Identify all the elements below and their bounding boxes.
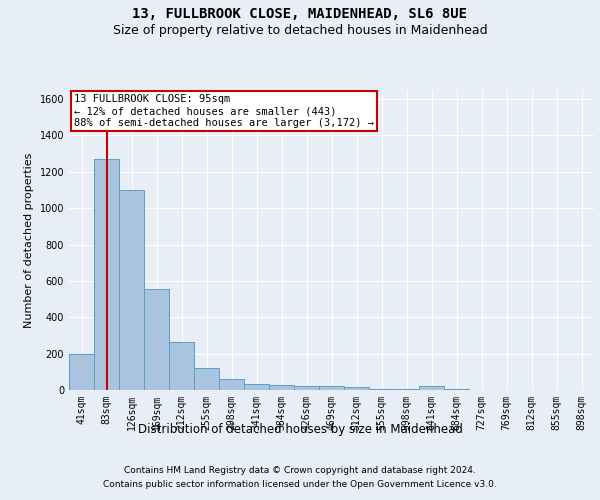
Text: 13, FULLBROOK CLOSE, MAIDENHEAD, SL6 8UE: 13, FULLBROOK CLOSE, MAIDENHEAD, SL6 8UE — [133, 8, 467, 22]
Text: 13 FULLBROOK CLOSE: 95sqm
← 12% of detached houses are smaller (443)
88% of semi: 13 FULLBROOK CLOSE: 95sqm ← 12% of detac… — [74, 94, 374, 128]
Y-axis label: Number of detached properties: Number of detached properties — [24, 152, 34, 328]
Bar — [69, 354, 94, 390]
Text: Contains HM Land Registry data © Crown copyright and database right 2024.: Contains HM Land Registry data © Crown c… — [124, 466, 476, 475]
Bar — [219, 380, 244, 390]
Text: Distribution of detached houses by size in Maidenhead: Distribution of detached houses by size … — [137, 422, 463, 436]
Bar — [344, 388, 369, 390]
Bar — [169, 342, 194, 390]
Bar — [394, 389, 419, 390]
Text: Contains public sector information licensed under the Open Government Licence v3: Contains public sector information licen… — [103, 480, 497, 489]
Bar — [119, 190, 144, 390]
Bar — [144, 289, 169, 390]
Bar — [369, 388, 394, 390]
Bar — [294, 386, 319, 390]
Text: Size of property relative to detached houses in Maidenhead: Size of property relative to detached ho… — [113, 24, 487, 37]
Bar — [319, 386, 344, 390]
Bar — [269, 386, 294, 390]
Bar — [194, 368, 219, 390]
Bar — [419, 386, 444, 390]
Bar — [244, 384, 269, 390]
Bar — [444, 389, 469, 390]
Bar — [94, 159, 119, 390]
